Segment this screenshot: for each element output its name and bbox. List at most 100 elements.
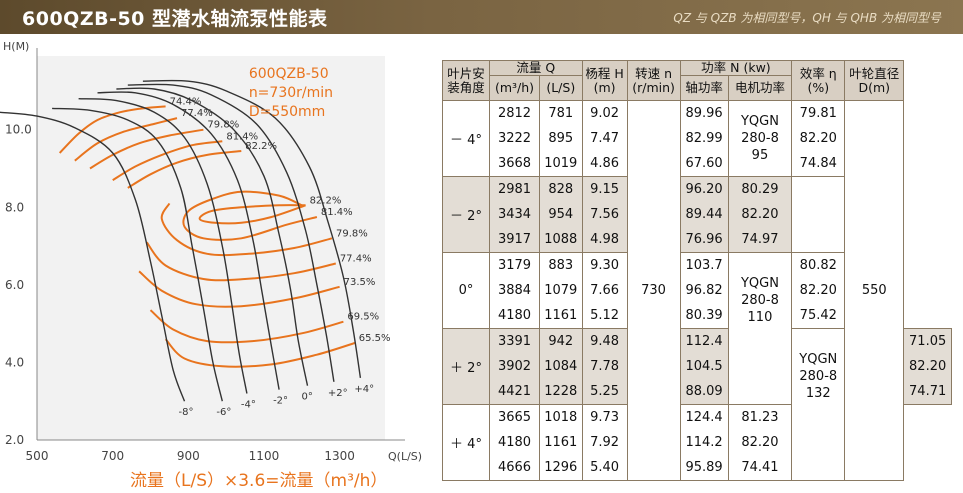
head-curve	[127, 83, 335, 382]
value-h: 9.15	[590, 182, 620, 197]
x-tick-label: 700	[101, 449, 124, 463]
value-shaft-power: 96.20	[685, 182, 723, 197]
iso-efficiency-label: 69.5%	[347, 312, 379, 323]
iso-efficiency-curve	[149, 309, 344, 344]
value-m3h: 3222	[497, 131, 532, 146]
cell-p: 89.96 82.99 67.60	[679, 100, 729, 177]
value-shaft-power: 104.5	[685, 359, 723, 374]
cell-h: 9.73 7.92 5.40	[581, 404, 628, 481]
value-m3h: 4421	[497, 384, 532, 399]
cell-p: 96.20 89.44 76.96	[679, 176, 729, 253]
performance-chart: 500 700 900 1100 1300 2.0 4.0 6.0 8.0 10.0 H(M) Q(L…	[0, 40, 422, 463]
motor-model-text: YQGN	[799, 352, 838, 367]
value-ls: 954	[548, 207, 574, 222]
header-power: 功率 N (kw)	[679, 60, 793, 76]
iso-efficiency-curve	[198, 204, 306, 225]
iso-efficiency-label: 82.2%	[310, 195, 342, 206]
head-curve-label: -6°	[216, 407, 231, 418]
motor-power-cell: YQGN 280-8 110	[727, 252, 793, 405]
value-efficiency: 82.20	[799, 131, 837, 146]
motor-model-text: 280-8	[799, 369, 838, 384]
cell-h: 9.15 7.56 4.98	[581, 176, 628, 253]
table-row: ＋ 4° 3665 4180 4666 1018 1161 1296 9.73 7.92 5.40…	[442, 404, 952, 481]
value-h: 4.86	[590, 156, 620, 171]
value-shaft-power: 89.44	[685, 207, 723, 222]
motor-model-text: 280-8	[741, 131, 779, 146]
angle-cell: － 4°	[442, 100, 490, 177]
value-shaft-power: 95.89	[685, 460, 723, 475]
iso-efficiency-label: 74.4%	[170, 96, 202, 107]
value-shaft-power: 103.7	[685, 258, 723, 273]
iso-efficiency-label: 77.4%	[181, 108, 213, 119]
angle-cell: ＋ 2°	[442, 328, 490, 405]
iso-efficiency-curve	[160, 202, 333, 257]
value-efficiency: 80.82	[799, 258, 837, 273]
y-tick-label: 4.0	[5, 355, 24, 369]
value-ls: 1161	[544, 308, 578, 323]
diameter-label: D=550mm	[249, 104, 326, 120]
iso-efficiency-curve	[89, 128, 204, 170]
speed-cell: 730	[626, 100, 681, 481]
cell-h: 9.30 7.66 5.12	[581, 252, 628, 329]
iso-efficiency-curve	[138, 270, 340, 308]
value-shaft-power: 80.39	[685, 308, 723, 323]
cell-eff: 71.05 82.20 74.71	[903, 328, 952, 405]
iso-efficiency-label: 82.2%	[245, 141, 277, 152]
header-shaft-power: 轴功率	[679, 75, 729, 101]
header-head: 杨程 H (m)	[581, 60, 628, 101]
header-flow-m3h: (m³/h)	[488, 75, 541, 101]
motor-model-text: 132	[805, 386, 831, 401]
head-curve	[116, 87, 309, 386]
x-tick-label: 1100	[249, 449, 280, 463]
value-ls: 1084	[544, 359, 578, 374]
model-equivalence-note: QZ 与 QZB 为相同型号，QH 与 QHB 为相同型号	[673, 11, 941, 25]
y-tick-label: 10.0	[5, 123, 32, 137]
iso-efficiency-curve	[112, 140, 223, 181]
model-label: 600QZB-50	[249, 66, 329, 82]
motor-power-cell: YQGN 280-8 95	[727, 100, 793, 177]
angle-cell: ＋ 4°	[442, 404, 490, 481]
header-efficiency: 效率 η (%)	[791, 60, 846, 101]
value-ls: 1088	[544, 232, 578, 247]
value-efficiency: 80.29	[741, 182, 779, 197]
value-h: 5.40	[590, 460, 620, 475]
table-row: － 4° 2812 3222 3668 781 895 1019 9.02 7.47 4.86 73…	[442, 100, 952, 481]
motor-model-text: 280-8	[741, 293, 779, 308]
table-row: － 2° 2981 3434 3917 828 954 1088 9.15 7.56 4.98 96…	[442, 176, 952, 253]
cell-eff: 79.81 82.20 74.84	[791, 100, 846, 177]
angle-cell: － 2°	[442, 176, 490, 253]
header-motor-power: 电机功率	[727, 75, 793, 101]
iso-efficiency-label: 81.4%	[226, 131, 258, 142]
value-efficiency: 74.41	[741, 460, 779, 475]
value-m3h: 3665	[497, 410, 532, 425]
value-m3h: 3884	[497, 283, 532, 298]
value-m3h: 2981	[497, 182, 532, 197]
table-row: 0° 3179 3884 4180 883 1079 1161 9.30 7.66 5.12 103…	[442, 252, 952, 405]
cell-h: 9.48 7.78 5.25	[581, 328, 628, 405]
impeller-cell: 550	[844, 100, 905, 481]
y-tick-label: 6.0	[5, 278, 24, 292]
cell-m3h: 3179 3884 4180	[488, 252, 541, 329]
title-bar: 600QZB-50 型潜水轴流泵性能表 QZ 与 QZB 为相同型号，QH 与 …	[0, 0, 963, 34]
header-speed: 转速 n (r/min)	[626, 60, 681, 101]
cell-ls: 828 954 1088	[539, 176, 583, 253]
value-h: 4.98	[590, 232, 620, 247]
table-body: － 4° 2812 3222 3668 781 895 1019 9.02 7.47 4.86 73…	[442, 100, 952, 481]
value-h: 9.02	[590, 106, 620, 121]
value-efficiency: 75.42	[799, 308, 837, 323]
value-ls: 1296	[544, 460, 578, 475]
cell-p: 124.4 114.2 95.89	[679, 404, 729, 481]
x-axis-label: Q(L/S)	[388, 450, 422, 463]
header-angle: 叶片安装角度	[442, 60, 490, 101]
x-tick-label: 500	[26, 449, 49, 463]
value-efficiency: 74.71	[909, 384, 947, 399]
cell-m3h: 2981 3434 3917	[488, 176, 541, 253]
y-tick-label: 2.0	[5, 433, 24, 447]
iso-efficiency-label: 77.4%	[340, 254, 372, 265]
value-ls: 1018	[544, 410, 578, 425]
value-efficiency: 82.20	[741, 207, 779, 222]
header-impeller: 叶轮直径 D(m)	[844, 60, 905, 101]
plot-background	[37, 56, 385, 440]
iso-efficiency-label: 73.5%	[344, 277, 376, 288]
x-tick-label: 1300	[324, 449, 355, 463]
